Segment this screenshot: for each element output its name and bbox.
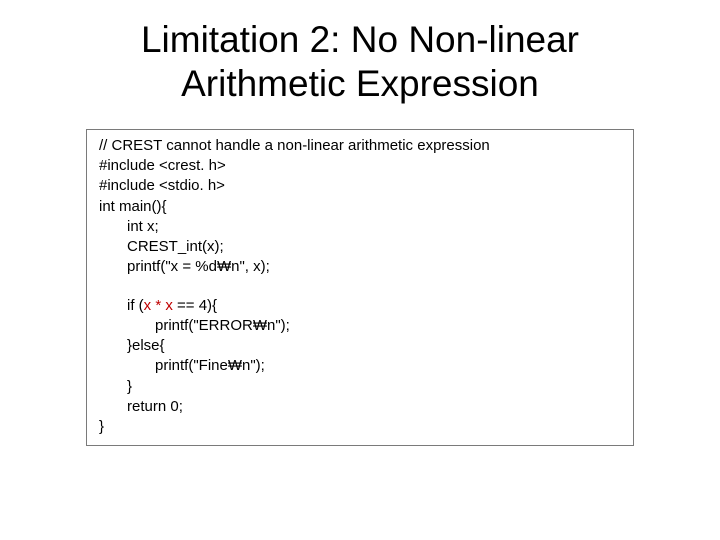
slide: Limitation 2: No Non-linear Arithmetic E… [0,0,720,540]
code-box: // CREST cannot handle a non-linear arit… [86,129,634,447]
code-line-include-stdio: #include <stdio. h> [99,176,621,196]
code-line-int-x: int x; [99,217,621,237]
code-line-comment: // CREST cannot handle a non-linear arit… [99,136,621,156]
code-line-endmain: } [99,417,621,437]
blank-line [99,278,621,296]
code-line-printf-x: printf("x = %d₩n", x); [99,257,621,277]
code-line-return: return 0; [99,397,621,417]
if-post: == 4){ [173,297,217,314]
if-pre: if ( [127,297,144,314]
code-line-else: }else{ [99,336,621,356]
code-line-printf-fine: printf("Fine₩n"); [99,356,621,376]
code-line-endif: } [99,377,621,397]
highlight-nonlinear: x * x [144,297,173,314]
code-line-if: if (x * x == 4){ [99,296,621,316]
slide-title: Limitation 2: No Non-linear Arithmetic E… [0,18,720,107]
code-line-crest-int: CREST_int(x); [99,237,621,257]
code-line-main: int main(){ [99,197,621,217]
code-line-include-crest: #include <crest. h> [99,156,621,176]
code-line-printf-error: printf("ERROR₩n"); [99,316,621,336]
